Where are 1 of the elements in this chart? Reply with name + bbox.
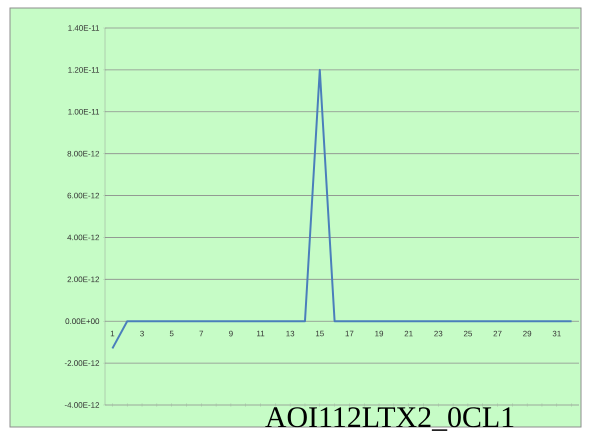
text: AOI112LTX2_0CL1 [265, 407, 514, 431]
